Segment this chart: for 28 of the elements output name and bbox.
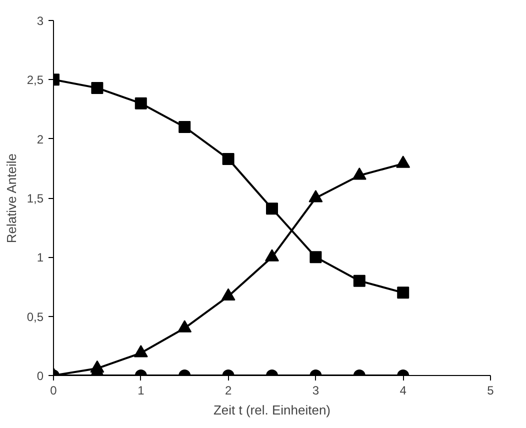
point bbox=[222, 152, 234, 165]
point bbox=[134, 345, 148, 358]
y-tick-label: 2,5 bbox=[26, 73, 44, 88]
x-tick-label: 3 bbox=[312, 384, 320, 398]
y-tick-label: 1 bbox=[36, 250, 44, 265]
x-tick-label: 0 bbox=[50, 384, 58, 398]
y-tick-label: 2 bbox=[36, 132, 44, 146]
point bbox=[90, 360, 104, 373]
x-tick-label: 4 bbox=[400, 384, 407, 398]
point bbox=[134, 97, 147, 110]
point bbox=[396, 156, 410, 168]
y-tick-label: 3 bbox=[36, 14, 44, 28]
point bbox=[221, 288, 236, 300]
point bbox=[352, 168, 366, 180]
y-tick-label: 0,5 bbox=[26, 310, 44, 324]
x-tick-label: 5 bbox=[487, 384, 494, 398]
y-tick-label: 0 bbox=[36, 369, 44, 383]
point bbox=[91, 82, 104, 94]
point bbox=[265, 249, 279, 262]
x-axis-title: Zeit t (rel. Einheiten) bbox=[213, 402, 331, 418]
point bbox=[266, 202, 278, 215]
point bbox=[178, 121, 191, 133]
x-tick-label: 1 bbox=[138, 384, 145, 398]
point bbox=[308, 190, 323, 202]
y-tick-label: 1,5 bbox=[26, 192, 44, 206]
x-tick-label: 2 bbox=[224, 384, 232, 398]
y-axis-title: Relative Anteile bbox=[4, 154, 19, 244]
point bbox=[178, 320, 192, 332]
